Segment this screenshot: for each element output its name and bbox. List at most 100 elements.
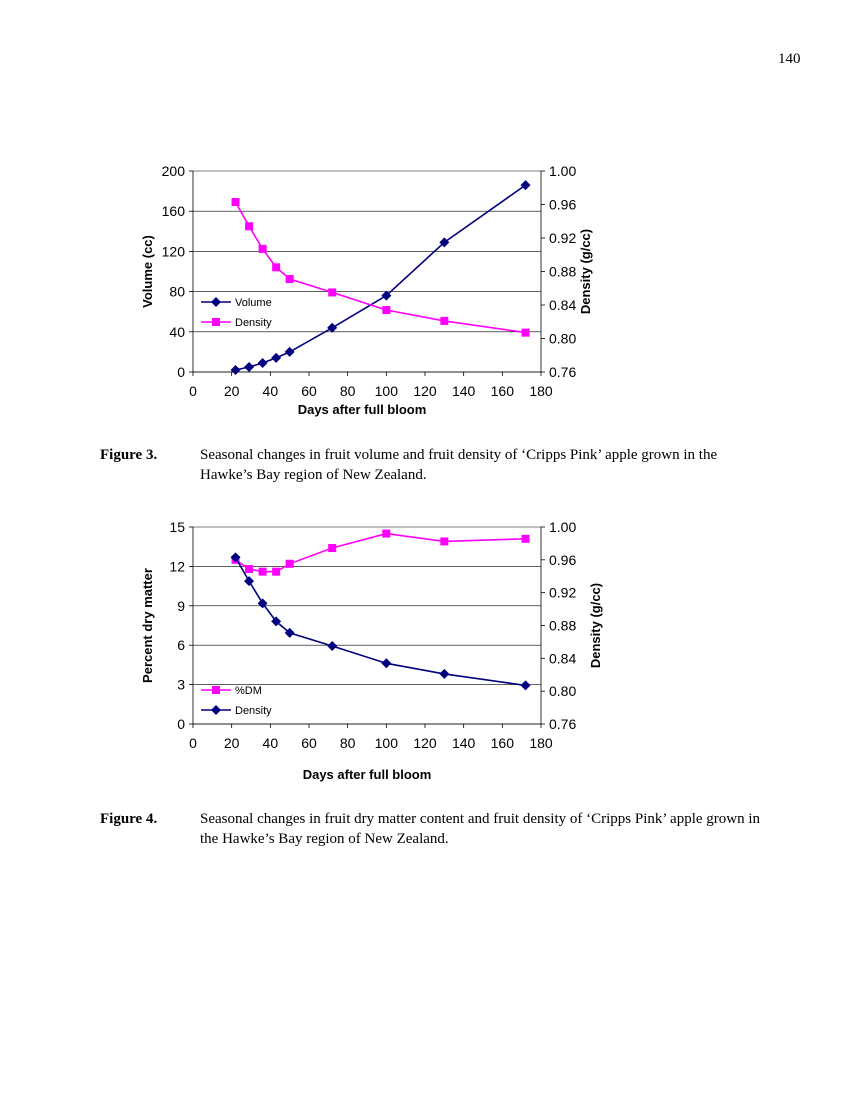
legend-marker xyxy=(212,318,220,326)
y-axis-title: Percent dry matter xyxy=(140,568,155,683)
data-point xyxy=(245,222,254,231)
data-point xyxy=(285,559,294,568)
data-point xyxy=(271,616,282,627)
y2-tick-label: 1.00 xyxy=(549,519,576,535)
y2-tick-label: 1.00 xyxy=(549,163,576,179)
x-tick-label: 20 xyxy=(224,735,240,751)
series-line-dm xyxy=(235,532,526,573)
y-tick-label: 3 xyxy=(177,677,185,693)
data-point xyxy=(257,357,268,368)
x-axis-title: Days after full bloom xyxy=(298,402,427,417)
figure-3-caption-text: Seasonal changes in fruit volume and fru… xyxy=(200,447,718,483)
y-tick-label: 160 xyxy=(162,203,186,219)
legend-label: Volume xyxy=(235,297,272,309)
series-line-volume xyxy=(235,184,526,371)
data-point xyxy=(230,364,241,375)
data-point xyxy=(382,529,391,538)
data-point xyxy=(244,576,255,587)
data-point xyxy=(257,598,268,609)
y2-tick-label: 0.92 xyxy=(549,230,576,246)
data-point xyxy=(328,288,337,297)
x-tick-label: 0 xyxy=(189,735,197,751)
x-tick-label: 20 xyxy=(224,383,240,399)
x-tick-label: 180 xyxy=(529,383,553,399)
y-tick-label: 0 xyxy=(177,364,185,380)
x-tick-label: 60 xyxy=(301,735,317,751)
x-tick-label: 120 xyxy=(413,383,437,399)
data-point xyxy=(231,197,240,206)
x-tick-label: 120 xyxy=(413,735,437,751)
data-point xyxy=(439,668,450,679)
y2-tick-label: 0.88 xyxy=(549,264,576,280)
y2-tick-label: 0.84 xyxy=(549,650,576,666)
data-point xyxy=(520,680,531,691)
figure-3-chart: 0 40 80 120 160 200 0.76 0.80 0.84 0.88 0.92 0.96 1.… xyxy=(0,150,850,425)
y2-tick-label: 0.80 xyxy=(549,331,576,347)
x-axis-title: Days after full bloom xyxy=(303,767,432,782)
y2-tick-label: 0.92 xyxy=(549,585,576,601)
legend-marker xyxy=(212,686,220,694)
y2-tick-label: 0.96 xyxy=(549,197,576,213)
y-tick-label: 15 xyxy=(169,519,185,535)
data-point xyxy=(258,567,267,576)
x-tick-label: 100 xyxy=(375,383,399,399)
data-point xyxy=(521,328,530,337)
y2-tick-label: 0.96 xyxy=(549,552,576,568)
x-tick-label: 40 xyxy=(263,735,279,751)
legend-label: Density xyxy=(235,705,272,717)
data-point xyxy=(327,641,338,652)
data-point xyxy=(382,306,391,315)
data-point xyxy=(230,552,241,563)
x-tick-label: 100 xyxy=(375,735,399,751)
legend-label: %DM xyxy=(235,685,262,697)
x-tick-label: 140 xyxy=(452,735,476,751)
x-tick-label: 40 xyxy=(263,383,279,399)
y-tick-label: 40 xyxy=(169,324,185,340)
x-tick-label: 60 xyxy=(301,383,317,399)
data-point xyxy=(327,322,338,333)
x-tick-label: 80 xyxy=(340,383,356,399)
y2-axis-title: Density (g/cc) xyxy=(578,229,593,314)
y2-tick-label: 0.88 xyxy=(549,618,576,634)
y-tick-label: 80 xyxy=(169,284,185,300)
legend-label: Density xyxy=(235,317,272,329)
figure-4-svg: 0 3 6 9 12 15 0.76 0.80 0.84 0.88 0.92 0.96 1.00 0 20 4… xyxy=(140,519,603,782)
y-axis-title: Volume (cc) xyxy=(140,235,155,308)
data-point xyxy=(440,316,449,325)
data-point xyxy=(285,275,294,284)
y2-tick-label: 0.80 xyxy=(549,683,576,699)
x-tick-label: 0 xyxy=(189,383,197,399)
data-point xyxy=(381,290,392,301)
y2-tick-label: 0.76 xyxy=(549,716,576,732)
figure-4-caption-text: Seasonal changes in fruit dry matter con… xyxy=(200,811,761,847)
data-point xyxy=(439,237,450,248)
y-tick-label: 6 xyxy=(177,637,185,653)
data-point xyxy=(258,244,267,253)
y-tick-label: 0 xyxy=(177,716,185,732)
figure-4-chart: 0 3 6 9 12 15 0.76 0.80 0.84 0.88 0.92 0.96 1.00 0 20 4… xyxy=(0,505,850,790)
x-tick-label: 180 xyxy=(529,735,553,751)
data-point xyxy=(244,361,255,372)
y2-tick-label: 0.84 xyxy=(549,297,576,313)
y-tick-label: 200 xyxy=(162,163,186,179)
figure-3-svg: 040801201602000.760.800.840.880.920.961.… xyxy=(140,163,593,417)
page-number: 140 xyxy=(778,51,801,67)
data-point xyxy=(284,346,295,357)
data-point xyxy=(271,352,282,363)
x-tick-label: 80 xyxy=(340,735,356,751)
y2-axis-title: Density (g/cc) xyxy=(588,583,603,668)
data-point xyxy=(520,180,531,191)
x-tick-label: 160 xyxy=(491,735,515,751)
data-point xyxy=(245,565,254,574)
data-point xyxy=(284,627,295,638)
legend-marker xyxy=(211,705,221,715)
figure-4-label: Figure 4. xyxy=(100,811,158,827)
x-tick-label: 160 xyxy=(491,383,515,399)
data-point xyxy=(521,534,530,543)
y2-tick-label: 0.76 xyxy=(549,364,576,380)
data-point xyxy=(381,658,392,669)
y-tick-label: 120 xyxy=(162,243,186,259)
data-point xyxy=(272,567,281,576)
figure-3-label: Figure 3. xyxy=(100,447,158,463)
data-point xyxy=(328,544,337,553)
